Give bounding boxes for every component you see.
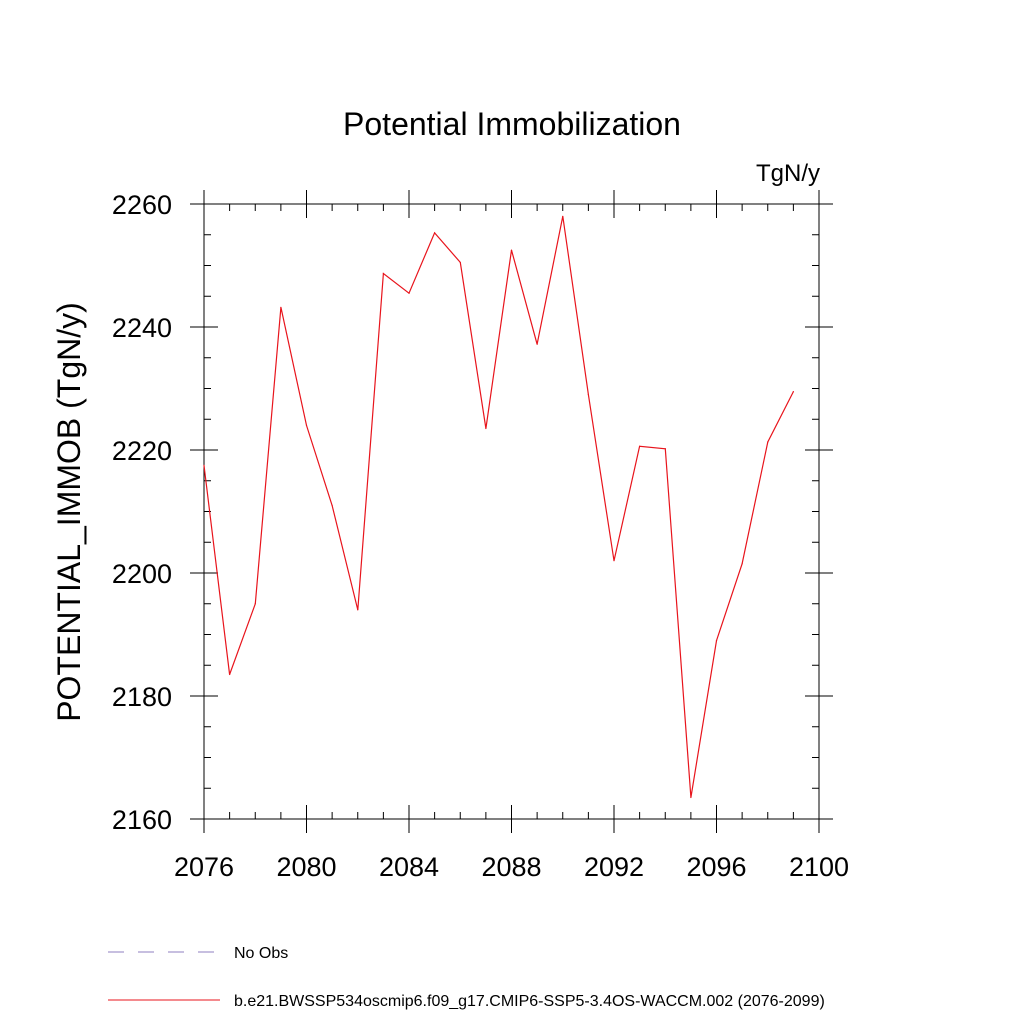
x-tick-label: 2080	[276, 852, 336, 882]
data-point	[690, 796, 692, 799]
x-tick-label: 2096	[686, 852, 746, 882]
data-point	[715, 640, 718, 642]
x-tick-label: 2100	[789, 852, 849, 882]
data-point	[613, 560, 615, 562]
y-axis-label: POTENTIAL_IMMOB (TgN/y)	[51, 302, 87, 722]
plot-frame	[203, 203, 820, 820]
x-axis-ticks: 2076 2080 2084 2088 2092 2096 2100	[174, 190, 849, 882]
data-point	[434, 232, 436, 234]
data-point	[280, 306, 282, 308]
data-point	[767, 441, 769, 443]
chart-title: Potential Immobilization	[343, 106, 681, 142]
data-point	[331, 504, 333, 506]
data-point	[382, 272, 384, 275]
data-point	[203, 464, 205, 466]
data-point	[510, 249, 513, 251]
data-point	[357, 609, 359, 611]
data-point	[562, 215, 564, 217]
y-tick-label: 2240	[112, 313, 172, 343]
y-tick-label: 2200	[112, 559, 172, 589]
data-point	[305, 424, 308, 426]
units-label: TgN/y	[756, 160, 820, 187]
y-tick-label: 2160	[112, 805, 172, 835]
data-point	[254, 603, 256, 605]
data-point	[536, 343, 538, 345]
data-point	[664, 448, 666, 450]
data-point	[408, 292, 410, 294]
y-tick-label: 2260	[112, 190, 172, 220]
x-tick-label: 2076	[174, 852, 234, 882]
series-layer	[203, 215, 794, 799]
data-point	[741, 563, 743, 565]
legend-label: b.e21.BWSSP534oscmip6.f09_g17.CMIP6-SSP5…	[234, 993, 825, 1010]
y-axis-ticks: 2160 2180 2200 2220 2240 2260	[112, 190, 833, 835]
x-tick-label: 2084	[379, 852, 439, 882]
x-tick-label: 2088	[481, 852, 541, 882]
data-point	[229, 673, 231, 676]
data-point	[587, 394, 589, 396]
x-tick-label: 2092	[584, 852, 644, 882]
y-tick-label: 2180	[112, 682, 172, 712]
series-line-0	[203, 216, 794, 798]
minor-ticks	[204, 204, 819, 819]
data-point	[639, 445, 641, 447]
y-tick-label: 2220	[112, 436, 172, 466]
legend: No Obs b.e21.BWSSP534oscmip6.f09_g17.CMIP…	[108, 945, 825, 1010]
legend-label: No Obs	[234, 945, 288, 962]
data-point	[485, 427, 487, 430]
data-point	[459, 261, 461, 264]
data-point	[792, 390, 794, 393]
